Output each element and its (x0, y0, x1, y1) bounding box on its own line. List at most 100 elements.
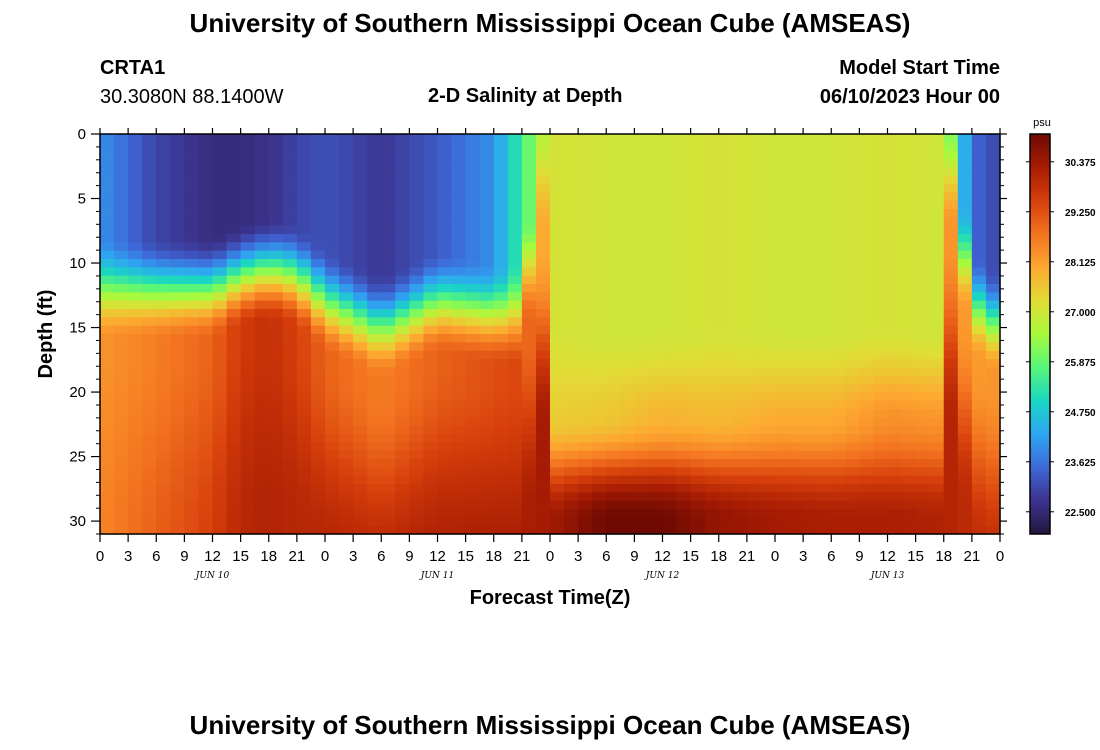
heatmap-cell (564, 209, 579, 218)
heatmap-cell (521, 217, 537, 227)
heatmap-cell (929, 325, 945, 335)
heatmap-cell (310, 450, 326, 460)
heatmap-cell (732, 217, 748, 227)
heatmap-cell (268, 359, 284, 368)
heatmap-cell (212, 425, 228, 435)
heatmap-cell (859, 459, 875, 468)
heatmap-cell (550, 284, 565, 293)
heatmap-cell (676, 342, 692, 352)
heatmap-cell (142, 425, 157, 435)
heatmap-cell (915, 484, 931, 493)
heatmap-cell (620, 300, 635, 310)
heatmap-cell (760, 309, 776, 318)
heatmap-cell (409, 475, 425, 485)
heatmap-cell (620, 184, 635, 193)
x-tick-label: 9 (405, 548, 413, 565)
heatmap-cell (353, 450, 368, 460)
heatmap-cell (971, 309, 987, 318)
heatmap-cell (535, 350, 551, 360)
heatmap-cell (746, 450, 762, 460)
heatmap-cell (676, 259, 692, 268)
heatmap-cell (873, 242, 889, 252)
heatmap-cell (789, 492, 804, 502)
heatmap-cell (367, 142, 382, 152)
heatmap-cell (845, 267, 860, 277)
heatmap-cell (620, 309, 635, 318)
heatmap-cell (254, 300, 270, 310)
heatmap-cell (212, 259, 228, 268)
heatmap-cell (367, 159, 382, 168)
heatmap-cell (704, 300, 720, 310)
heatmap-cell (367, 192, 382, 202)
heatmap-cell (732, 200, 748, 210)
heatmap-cell (704, 234, 720, 243)
heatmap-cell (465, 475, 481, 485)
heatmap-cell (943, 309, 959, 318)
heatmap-cell (845, 400, 860, 410)
colorbar-tick-label: 28.125 (1065, 258, 1096, 269)
heatmap-cell (929, 209, 945, 218)
x-tick-label: 3 (124, 548, 132, 565)
heatmap-cell (156, 250, 171, 260)
heatmap-cell (845, 250, 860, 260)
heatmap-cell (296, 409, 312, 418)
heatmap-cell (339, 292, 354, 302)
heatmap-cell (915, 525, 931, 535)
heatmap-cell (789, 234, 804, 243)
heatmap-cell (550, 259, 565, 268)
heatmap-cell (901, 400, 917, 410)
heatmap-cell (887, 267, 903, 277)
heatmap-cell (550, 150, 565, 160)
heatmap-cell (929, 342, 945, 352)
heatmap-cell (746, 184, 762, 193)
heatmap-cell (915, 459, 931, 468)
heatmap-cell (212, 234, 228, 243)
heatmap-cell (310, 367, 326, 377)
x-tick-label: 18 (260, 548, 277, 565)
heatmap-cell (859, 350, 875, 360)
heatmap-cell (451, 309, 467, 318)
heatmap-cell (676, 334, 692, 343)
heatmap-cell (775, 442, 790, 452)
heatmap-cell (254, 175, 270, 185)
heatmap-cell (282, 459, 298, 468)
heatmap-cell (648, 175, 664, 185)
heatmap-cell (634, 134, 650, 143)
heatmap-cell (156, 242, 171, 252)
heatmap-cell (901, 250, 917, 260)
heatmap-cell (339, 225, 354, 235)
heatmap-cell (873, 375, 889, 385)
heatmap-cell (564, 392, 579, 402)
heatmap-cell (564, 342, 579, 352)
heatmap-cell (521, 292, 537, 302)
heatmap-cell (901, 434, 917, 443)
heatmap-cell (592, 234, 607, 243)
heatmap-cell (507, 384, 523, 393)
heatmap-cell (564, 425, 579, 435)
heatmap-cell (437, 159, 453, 168)
heatmap-cell (676, 175, 692, 185)
heatmap-cell (310, 409, 326, 418)
heatmap-cell (634, 392, 650, 402)
heatmap-cell (873, 250, 889, 260)
heatmap-cell (887, 317, 903, 327)
heatmap-cell (578, 492, 593, 502)
heatmap-cell (240, 434, 256, 443)
heatmap-cell (831, 492, 846, 502)
heatmap-cell (718, 300, 734, 310)
heatmap-cell (268, 300, 284, 310)
heatmap-cell (353, 409, 368, 418)
heatmap-cell (789, 425, 804, 435)
heatmap-cell (212, 392, 228, 402)
heatmap-cell (704, 467, 720, 477)
heatmap-cell (170, 425, 185, 435)
heatmap-cell (578, 359, 593, 368)
heatmap-cell (100, 225, 115, 235)
heatmap-cell (493, 525, 509, 535)
heatmap-cell (282, 259, 298, 268)
heatmap-cell (592, 417, 607, 427)
heatmap-cell (887, 159, 903, 168)
heatmap-cell (929, 175, 945, 185)
heatmap-cell (184, 209, 200, 218)
heatmap-cell (620, 192, 635, 202)
